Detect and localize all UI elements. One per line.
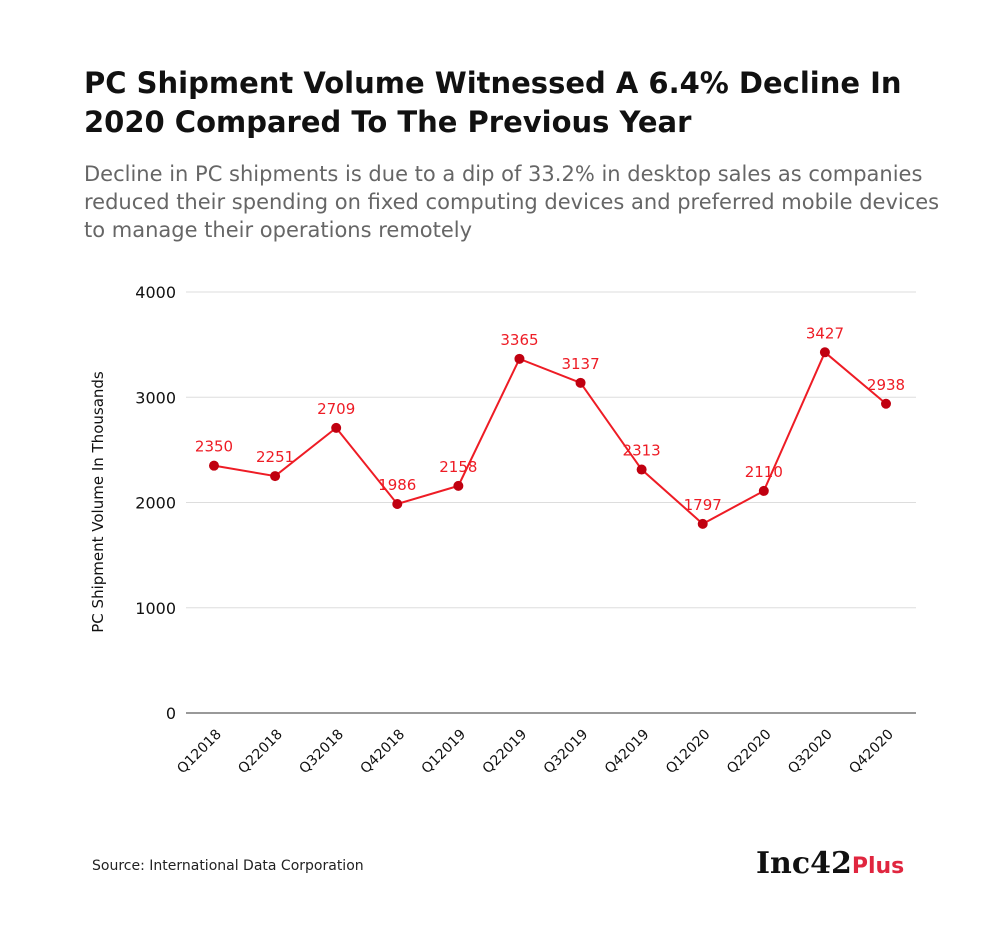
x-tick-label: Q22018 [235,727,286,778]
y-tick-label: 4000 [135,283,176,302]
data-label: 2313 [623,442,661,460]
data-point [697,518,708,529]
data-label: 2251 [256,448,294,466]
x-tick-label: Q42019 [602,727,653,778]
y-tick-label: 0 [166,704,176,723]
x-tick-label: Q22020 [724,727,775,778]
data-label: 2350 [195,438,233,456]
data-point [392,498,403,509]
inc42-plus-logo: Inc42Plus [756,846,905,881]
x-tick-label: Q32020 [785,727,836,778]
data-label: 3137 [561,355,599,373]
chart-subtitle: Decline in PC shipments is due to a dip … [84,162,940,242]
y-tick-label: 2000 [135,494,176,513]
x-tick-label: Q32018 [296,727,347,778]
data-point [453,480,464,491]
x-tick-label: Q42018 [357,727,408,778]
series-line [213,350,887,526]
x-tick-label: Q42020 [846,727,897,778]
x-tick-label: Q12020 [663,727,714,778]
data-label: 2110 [745,463,783,481]
data-point [270,471,281,482]
data-point [636,464,647,475]
y-axis-label: PC Shipment Volume In Thousands [89,371,107,633]
data-label: 2709 [317,400,355,418]
data-point [758,485,769,496]
x-tick-label: Q32019 [541,727,592,778]
data-point [514,353,525,364]
data-label: 3427 [806,324,844,342]
y-tick-label: 3000 [135,388,176,407]
x-tick-label: Q12019 [419,727,470,778]
chart-title: PC Shipment Volume Witnessed A 6.4% Decl… [84,66,902,139]
data-point [575,377,586,388]
data-point [331,422,342,433]
data-label: 1797 [684,496,722,514]
data-label: 2938 [867,376,905,394]
data-point [209,460,219,471]
data-label: 2158 [439,458,477,476]
data-label: 1986 [378,476,416,494]
x-tick-label: Q22019 [480,727,531,778]
data-label: 3365 [500,331,538,349]
y-tick-label: 1000 [135,599,176,618]
data-point [819,347,830,358]
data-point [881,398,891,409]
x-tick-label: Q12018 [174,727,225,778]
source-note: Source: International Data Corporation [92,858,364,874]
